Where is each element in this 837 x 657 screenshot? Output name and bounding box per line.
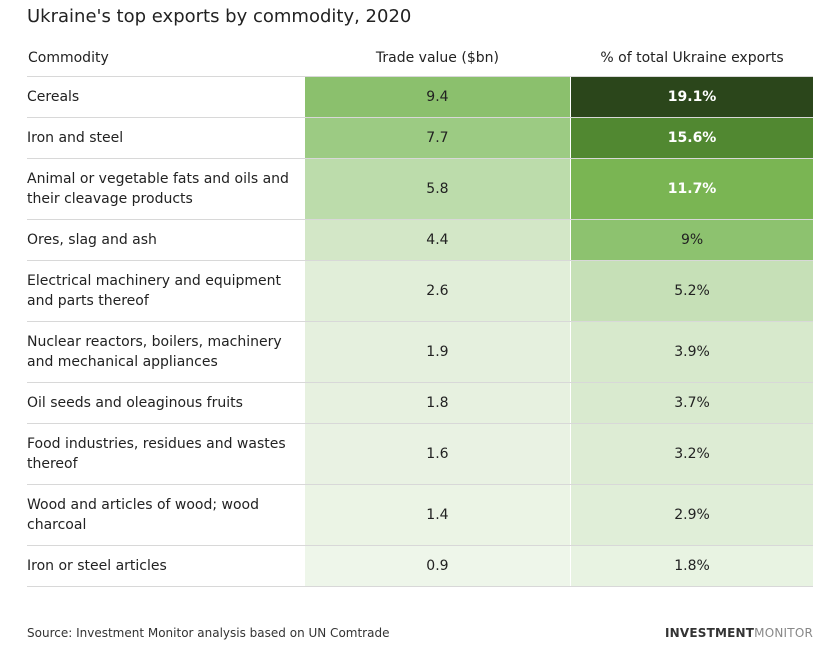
investment-monitor-logo: INVESTMENTMONITOR: [664, 626, 813, 640]
cell-trade-value: 0.9: [304, 545, 571, 587]
cell-percent: 2.9%: [570, 484, 813, 546]
cell-percent: 1.8%: [570, 545, 813, 587]
cell-commodity: Nuclear reactors, boilers, machinery and…: [27, 321, 305, 383]
cell-commodity: Wood and articles of wood; wood charcoal: [27, 484, 305, 546]
source-note: Source: Investment Monitor analysis base…: [27, 626, 390, 640]
cell-percent: 15.6%: [570, 117, 813, 159]
chart-title: Ukraine's top exports by commodity, 2020: [27, 6, 412, 27]
table-row: Electrical machinery and equipment and p…: [27, 260, 813, 322]
table-row: Nuclear reactors, boilers, machinery and…: [27, 321, 813, 383]
cell-percent: 19.1%: [570, 76, 813, 118]
table-row: Wood and articles of wood; wood charcoal…: [27, 484, 813, 546]
cell-percent: 11.7%: [570, 158, 813, 220]
cell-percent: 3.7%: [570, 382, 813, 424]
cell-commodity: Iron and steel: [27, 117, 305, 159]
cell-percent: 5.2%: [570, 260, 813, 322]
cell-commodity: Food industries, residues and wastes the…: [27, 423, 305, 485]
cell-commodity: Animal or vegetable fats and oils and th…: [27, 158, 305, 220]
cell-percent: 9%: [570, 219, 813, 261]
table-row: Iron and steel 7.7 15.6%: [27, 117, 813, 159]
header-trade-value: Trade value ($bn): [304, 40, 571, 77]
cell-percent: 3.2%: [570, 423, 813, 485]
exports-table: Commodity Trade value ($bn) % of total U…: [27, 40, 813, 587]
cell-trade-value: 1.9: [304, 321, 571, 383]
table-row: Oil seeds and oleaginous fruits 1.8 3.7%: [27, 382, 813, 424]
header-percent: % of total Ukraine exports: [570, 40, 813, 77]
table-row: Food industries, residues and wastes the…: [27, 423, 813, 485]
cell-commodity: Oil seeds and oleaginous fruits: [27, 382, 305, 424]
table-row: Ores, slag and ash 4.4 9%: [27, 219, 813, 261]
cell-commodity: Cereals: [27, 76, 305, 118]
cell-trade-value: 5.8: [304, 158, 571, 220]
cell-trade-value: 4.4: [304, 219, 571, 261]
cell-trade-value: 2.6: [304, 260, 571, 322]
cell-trade-value: 1.6: [304, 423, 571, 485]
cell-trade-value: 9.4: [304, 76, 571, 118]
table-row: Cereals 9.4 19.1%: [27, 76, 813, 118]
cell-percent: 3.9%: [570, 321, 813, 383]
table-row: Iron or steel articles 0.9 1.8%: [27, 545, 813, 587]
cell-trade-value: 1.8: [304, 382, 571, 424]
cell-commodity: Ores, slag and ash: [27, 219, 305, 261]
cell-trade-value: 7.7: [304, 117, 571, 159]
cell-commodity: Electrical machinery and equipment and p…: [27, 260, 305, 322]
cell-trade-value: 1.4: [304, 484, 571, 546]
header-commodity: Commodity: [27, 40, 305, 77]
header-row: Commodity Trade value ($bn) % of total U…: [27, 40, 813, 77]
cell-commodity: Iron or steel articles: [27, 545, 305, 587]
table-row: Animal or vegetable fats and oils and th…: [27, 158, 813, 220]
